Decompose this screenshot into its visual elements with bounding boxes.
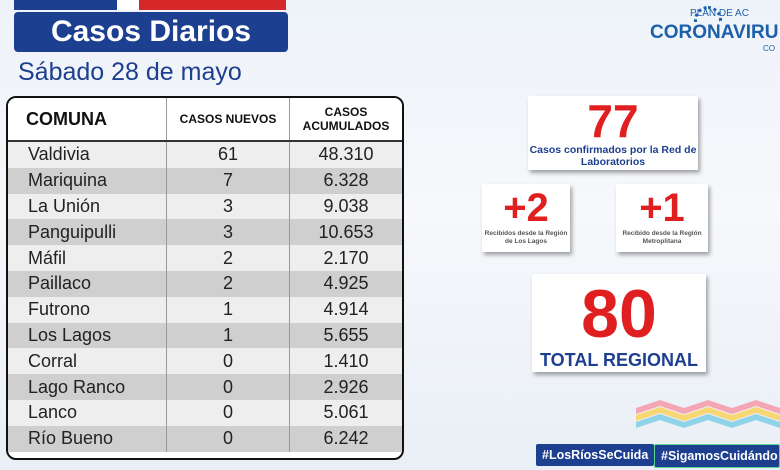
confirmed-cases-value: 77 [587,95,639,147]
comuna-cell: La Unión [8,193,167,220]
nuevos-cell: 0 [166,374,290,400]
nuevos-cell: 3 [166,193,290,220]
nuevos-cell: 7 [166,167,290,194]
table-row: Lanco 0 5.061 [8,399,402,426]
comuna-cell: Los Lagos [8,322,167,349]
total-regional-card: 80 TOTAL REGIONAL [532,274,706,372]
nuevos-cell: 2 [166,245,290,271]
confirmed-cases-card: 77 Casos confirmados por la Red de Labor… [528,96,698,170]
received-metropolitana-value: +1 [639,186,685,230]
acumulados-cell: 6.242 [289,425,402,452]
nuevos-cell: 2 [166,270,290,297]
acumulados-cell: 5.655 [289,322,402,349]
acumulados-cell: 48.310 [289,141,402,168]
confirmed-cases-caption: Casos confirmados por la Red de Laborato… [529,144,697,168]
nuevos-cell: 1 [166,322,290,349]
acumulados-cell: 1.410 [289,348,402,375]
total-regional-caption: TOTAL REGIONAL [539,350,698,370]
logo-name-text: CORONAVIRU [650,22,779,43]
table-row: Corral 0 1.410 [8,348,402,375]
received-los-lagos-value: +2 [503,186,549,230]
comuna-cell: Mariquina [8,167,167,194]
acumulados-cell: 6.328 [289,167,402,194]
table-header-row: COMUNA CASOS NUEVOS CASOS ACUMULADOS [8,98,402,141]
logo-suffix-text: CO [763,44,775,53]
wave-decoration-icon [636,400,780,428]
coronavirus-plan-logo: PLAN DE AC CORONAVIRU CO [650,6,780,56]
table-row: Río Bueno 0 6.242 [8,425,402,452]
comuna-cell: Valdivia [8,141,167,168]
table-row: Mariquina 7 6.328 [8,167,402,194]
column-header-nuevos: CASOS NUEVOS [166,98,290,141]
acumulados-cell: 5.061 [289,399,402,426]
received-metropolitana-card: +1 Recibido desde la Región Metroplitana [616,184,708,252]
table-row: Panguipulli 3 10.653 [8,219,402,246]
table-row: Máfil 2 2.170 [8,245,402,271]
received-los-lagos-card: +2 Recibidos desde la Región de Los Lago… [482,184,570,252]
comuna-cell: Río Bueno [8,425,167,452]
report-date: Sábado 28 de mayo [18,58,242,86]
acumulados-cell: 9.038 [289,193,402,220]
nuevos-cell: 0 [166,425,290,452]
column-header-comuna: COMUNA [8,98,167,141]
table-row: Futrono 1 4.914 [8,296,402,323]
sun-icon [694,6,722,22]
comuna-cell: Paillaco [8,270,167,297]
column-header-acumulados: CASOS ACUMULADOS [289,98,402,141]
comuna-cell: Corral [8,348,167,375]
acumulados-cell: 4.925 [289,270,402,297]
nuevos-cell: 1 [166,296,290,323]
acumulados-cell: 10.653 [289,219,402,246]
nuevos-cell: 3 [166,219,290,246]
acumulados-cell: 2.170 [289,245,402,271]
hashtag-los-rios: #LosRíosSeCuida [536,444,655,466]
cases-table: COMUNA CASOS NUEVOS CASOS ACUMULADOS Val… [6,96,404,460]
acumulados-cell: 2.926 [289,374,402,400]
nuevos-cell: 0 [166,399,290,426]
received-los-lagos-caption: Recibidos desde la Región de Los Lagos [484,230,568,245]
flag-bar [14,0,286,10]
table-row: Valdivia 61 48.310 [8,141,402,168]
table-row: Paillaco 2 4.925 [8,270,402,297]
table-row: Lago Ranco 0 2.926 [8,374,402,400]
comuna-cell: Lanco [8,399,167,426]
hashtag-sigamos: #SigamosCuidándo [654,444,780,468]
received-metropolitana-caption: Recibido desde la Región Metroplitana [622,230,702,245]
comuna-cell: Lago Ranco [8,374,167,400]
comuna-cell: Panguipulli [8,219,167,246]
logo-plan-text: PLAN DE AC [690,8,749,19]
table-row: La Unión 3 9.038 [8,193,402,220]
table-row: Los Lagos 1 5.655 [8,322,402,349]
total-regional-value: 80 [581,276,657,352]
page-title: Casos Diarios [14,12,288,52]
nuevos-cell: 0 [166,348,290,375]
acumulados-cell: 4.914 [289,296,402,323]
nuevos-cell: 61 [166,141,290,168]
comuna-cell: Máfil [8,245,167,271]
comuna-cell: Futrono [8,296,167,323]
